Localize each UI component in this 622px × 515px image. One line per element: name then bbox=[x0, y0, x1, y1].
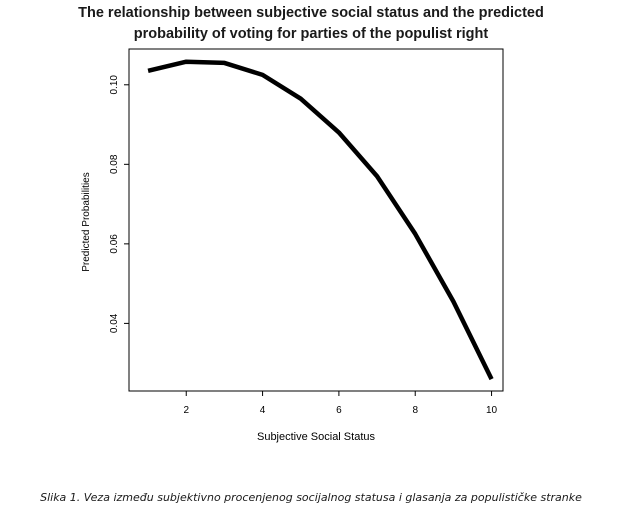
y-axis-label: Predicted Probabilities bbox=[81, 172, 92, 272]
x-tick-label: 10 bbox=[486, 405, 498, 416]
series-layer bbox=[147, 59, 494, 381]
x-axis-label: Subjective Social Status bbox=[257, 431, 376, 443]
x-tick-label: 8 bbox=[412, 405, 418, 416]
y-tick-label: 0.04 bbox=[109, 313, 120, 333]
y-tick-label: 0.06 bbox=[109, 234, 120, 254]
chart-title-line-1: The relationship between subjective soci… bbox=[78, 5, 544, 21]
plot-frame bbox=[128, 48, 504, 392]
chart-title: The relationship between subjective soci… bbox=[0, 0, 622, 45]
x-tick-label: 4 bbox=[260, 405, 266, 416]
x-tick-label: 6 bbox=[336, 405, 342, 416]
y-axis: 0.04 0.06 0.08 0.10 bbox=[109, 75, 129, 333]
figure-caption: Slika 1. Veza između subjektivno procenj… bbox=[40, 491, 582, 504]
y-tick-label: 0.08 bbox=[109, 154, 120, 174]
y-tick-label: 0.10 bbox=[109, 75, 120, 95]
x-tick-label: 2 bbox=[183, 405, 189, 416]
x-axis: 2 4 6 8 10 bbox=[183, 391, 498, 416]
line-chart: 2 4 6 8 10 0.04 0.06 0.08 0.10 Subjective Socia… bbox=[81, 48, 504, 443]
series-line bbox=[147, 59, 494, 381]
chart-title-line-2: probability of voting for parties of the… bbox=[133, 26, 489, 42]
